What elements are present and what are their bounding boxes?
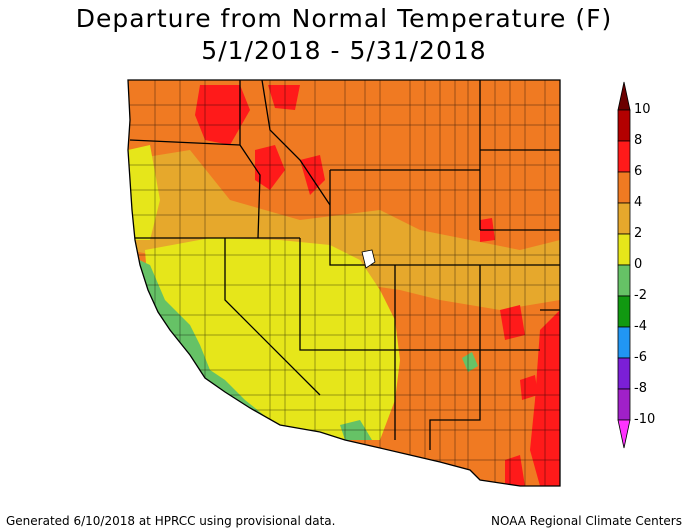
footer-source: NOAA Regional Climate Centers (491, 514, 682, 528)
colorbar-bin (617, 171, 631, 204)
colorbar-tick-label: -4 (634, 319, 647, 334)
county-boundaries (128, 80, 560, 486)
colorbar-tick-label: -8 (634, 381, 647, 396)
colorbar-bin (617, 233, 631, 266)
colorbar-bin (617, 109, 631, 142)
colorbar-tick-label: 10 (634, 102, 651, 117)
colorbar-tick-label: 4 (634, 195, 643, 210)
footer-generated-note: Generated 6/10/2018 at HPRCC using provi… (6, 514, 336, 528)
colorbar-bin (617, 264, 631, 297)
colorbar-bin (617, 326, 631, 359)
colorbar-bin (617, 388, 631, 421)
colorbar-tick-label: -6 (634, 350, 647, 365)
map-title: Departure from Normal Temperature (F) (75, 4, 613, 33)
colorbar-legend (617, 81, 631, 449)
map-subtitle: 5/1/2018 - 5/31/2018 (201, 36, 487, 65)
land-fill (128, 80, 560, 486)
colorbar-tick-label: 2 (634, 226, 643, 241)
colorbar-tick-label: 8 (634, 133, 643, 148)
colorbar-bin (617, 140, 631, 173)
colorbar-top-arrow (617, 81, 631, 111)
colorbar-bin (617, 202, 631, 235)
colorbar-tick-label: 0 (634, 257, 643, 272)
colorbar-bin (617, 295, 631, 328)
lake-shape (361, 249, 376, 269)
colorbar-tick-label: 6 (634, 164, 643, 179)
colorbar-bin (617, 357, 631, 390)
colorbar-tick-label: -2 (634, 288, 647, 303)
colorbar-bottom-arrow (617, 419, 631, 449)
colorbar-tick-label: -10 (634, 412, 656, 427)
